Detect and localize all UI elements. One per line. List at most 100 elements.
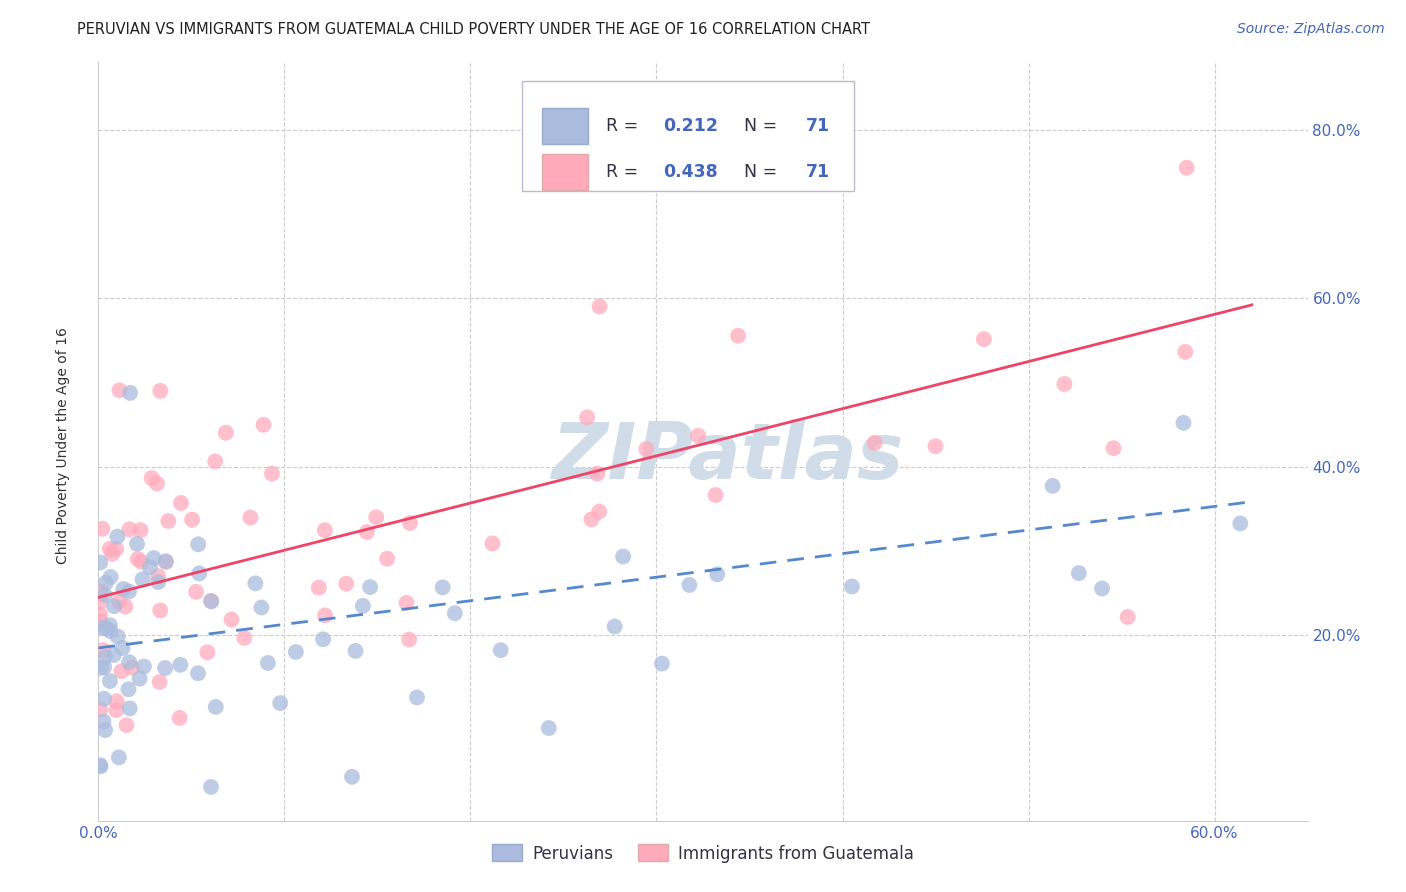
Point: [90, 584, 112, 599]
Point: [537, 721, 560, 735]
Legend: Peruvians, Immigrants from Guatemala: Peruvians, Immigrants from Guatemala: [485, 838, 921, 869]
Point: [100, 570, 122, 584]
Text: 0.438: 0.438: [664, 163, 718, 181]
Text: 71: 71: [806, 163, 830, 181]
Point: [118, 584, 141, 599]
Point: [863, 436, 886, 450]
Point: [89, 758, 111, 772]
Point: [132, 659, 155, 673]
Point: [312, 632, 335, 647]
Point: [215, 425, 238, 440]
FancyBboxPatch shape: [522, 81, 855, 191]
Point: [443, 606, 465, 620]
Point: [375, 551, 398, 566]
Point: [91, 522, 114, 536]
Point: [344, 644, 367, 658]
Point: [131, 555, 153, 569]
Point: [221, 613, 243, 627]
Text: N =: N =: [734, 117, 783, 135]
Point: [1091, 582, 1114, 596]
Point: [146, 476, 169, 491]
Point: [356, 525, 378, 540]
Point: [1067, 566, 1090, 581]
Point: [118, 655, 141, 669]
Text: 71: 71: [806, 117, 830, 135]
Point: [245, 576, 267, 591]
Point: [1042, 479, 1064, 493]
Point: [588, 504, 610, 518]
Point: [1116, 610, 1139, 624]
Point: [93, 660, 115, 674]
Point: [149, 603, 172, 617]
Text: R =: R =: [606, 163, 644, 181]
Point: [108, 594, 131, 608]
Point: [1102, 441, 1125, 455]
Point: [111, 640, 134, 655]
Text: ZIPatlas: ZIPatlas: [551, 418, 903, 495]
Point: [406, 690, 429, 705]
Point: [157, 514, 180, 528]
Point: [924, 439, 946, 453]
Point: [94, 723, 117, 737]
Point: [149, 384, 172, 398]
Point: [89, 702, 111, 716]
Point: [284, 645, 307, 659]
Point: [153, 661, 176, 675]
Point: [1229, 516, 1251, 531]
Point: [146, 569, 169, 583]
Text: 0.212: 0.212: [664, 117, 718, 135]
Point: [269, 696, 291, 710]
Point: [98, 541, 121, 556]
Point: [91, 643, 114, 657]
Point: [204, 454, 226, 468]
Point: [169, 657, 191, 672]
Point: [688, 428, 710, 442]
Point: [169, 711, 191, 725]
Point: [90, 661, 112, 675]
Point: [233, 631, 256, 645]
Point: [93, 691, 115, 706]
Point: [129, 523, 152, 537]
Point: [200, 594, 222, 608]
Text: N =: N =: [734, 163, 783, 181]
Point: [110, 664, 132, 678]
Point: [108, 384, 131, 398]
Point: [581, 512, 603, 526]
Point: [105, 703, 128, 717]
Point: [399, 516, 422, 530]
Point: [636, 442, 658, 456]
Point: [141, 471, 163, 485]
Text: R =: R =: [606, 117, 644, 135]
Point: [89, 556, 111, 570]
Point: [155, 555, 177, 569]
Point: [340, 770, 363, 784]
Point: [704, 488, 727, 502]
Point: [94, 650, 117, 665]
Point: [603, 619, 626, 633]
Point: [200, 780, 222, 794]
Point: [612, 549, 634, 564]
Point: [586, 467, 609, 481]
Point: [142, 551, 165, 566]
Point: [118, 701, 141, 715]
Point: [481, 536, 503, 550]
Point: [1174, 344, 1197, 359]
Point: [1173, 416, 1195, 430]
Text: Source: ZipAtlas.com: Source: ZipAtlas.com: [1237, 22, 1385, 37]
Point: [252, 417, 274, 432]
Text: Child Poverty Under the Age of 16: Child Poverty Under the Age of 16: [56, 327, 70, 565]
Point: [395, 596, 418, 610]
Point: [105, 542, 128, 557]
Point: [352, 599, 374, 613]
Point: [204, 700, 226, 714]
Point: [576, 410, 599, 425]
Point: [93, 588, 115, 602]
Point: [89, 759, 111, 773]
Point: [187, 666, 209, 681]
Point: [359, 580, 381, 594]
Point: [121, 661, 143, 675]
Point: [366, 510, 388, 524]
Point: [727, 328, 749, 343]
Point: [170, 496, 193, 510]
Point: [105, 694, 128, 708]
